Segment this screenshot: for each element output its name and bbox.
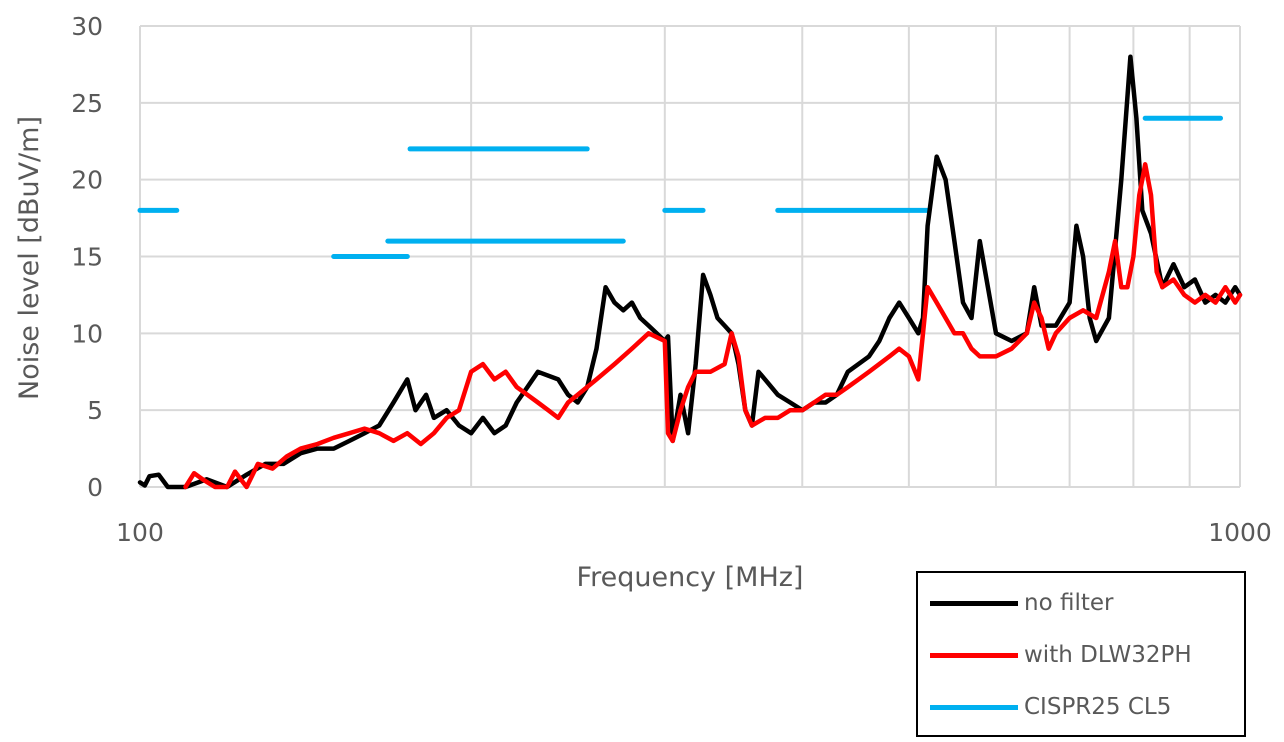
y-tick-label-5: 5 — [87, 396, 103, 425]
x-tick-labels: 100 1000 — [116, 518, 1272, 547]
legend-entry-cispr25-cl5: CISPR25 CL5 — [930, 687, 1171, 727]
legend-entry-with-dlw32ph: with DLW32PH — [930, 635, 1192, 675]
legend-label-with-dlw32ph: with DLW32PH — [1024, 642, 1192, 668]
y-tick-label-30: 30 — [71, 12, 103, 41]
y-tick-label-10: 10 — [71, 319, 103, 348]
legend-swatch-cispr25-cl5 — [930, 704, 1018, 710]
y-tick-label-25: 25 — [71, 89, 103, 118]
y-tick-label-15: 15 — [71, 243, 103, 272]
legend-label-cispr25-cl5: CISPR25 CL5 — [1024, 694, 1172, 720]
y-tick-label-20: 20 — [71, 166, 103, 195]
legend-entry-no-filter: no filter — [930, 583, 1113, 623]
legend-swatch-with-dlw32ph — [930, 652, 1018, 658]
legend-swatch-no-filter — [930, 600, 1018, 606]
grid — [139, 25, 1241, 488]
x-tick-label-100: 100 — [116, 518, 164, 547]
x-axis-title: Frequency [MHz] — [577, 562, 804, 593]
y-tick-label-0: 0 — [87, 473, 103, 502]
y-tick-labels: 0 5 10 15 20 25 30 — [71, 12, 103, 502]
series-line-with-dlw32ph — [183, 162, 1243, 490]
series-layer — [137, 54, 1243, 490]
legend-label-no-filter: no filter — [1024, 590, 1114, 616]
y-axis-title: Noise level [dBuV/m] — [14, 116, 45, 400]
legend: no filter with DLW32PH CISPR25 CL5 — [916, 571, 1246, 737]
x-tick-label-1000: 1000 — [1208, 518, 1272, 547]
series-line-no-filter — [137, 54, 1243, 490]
